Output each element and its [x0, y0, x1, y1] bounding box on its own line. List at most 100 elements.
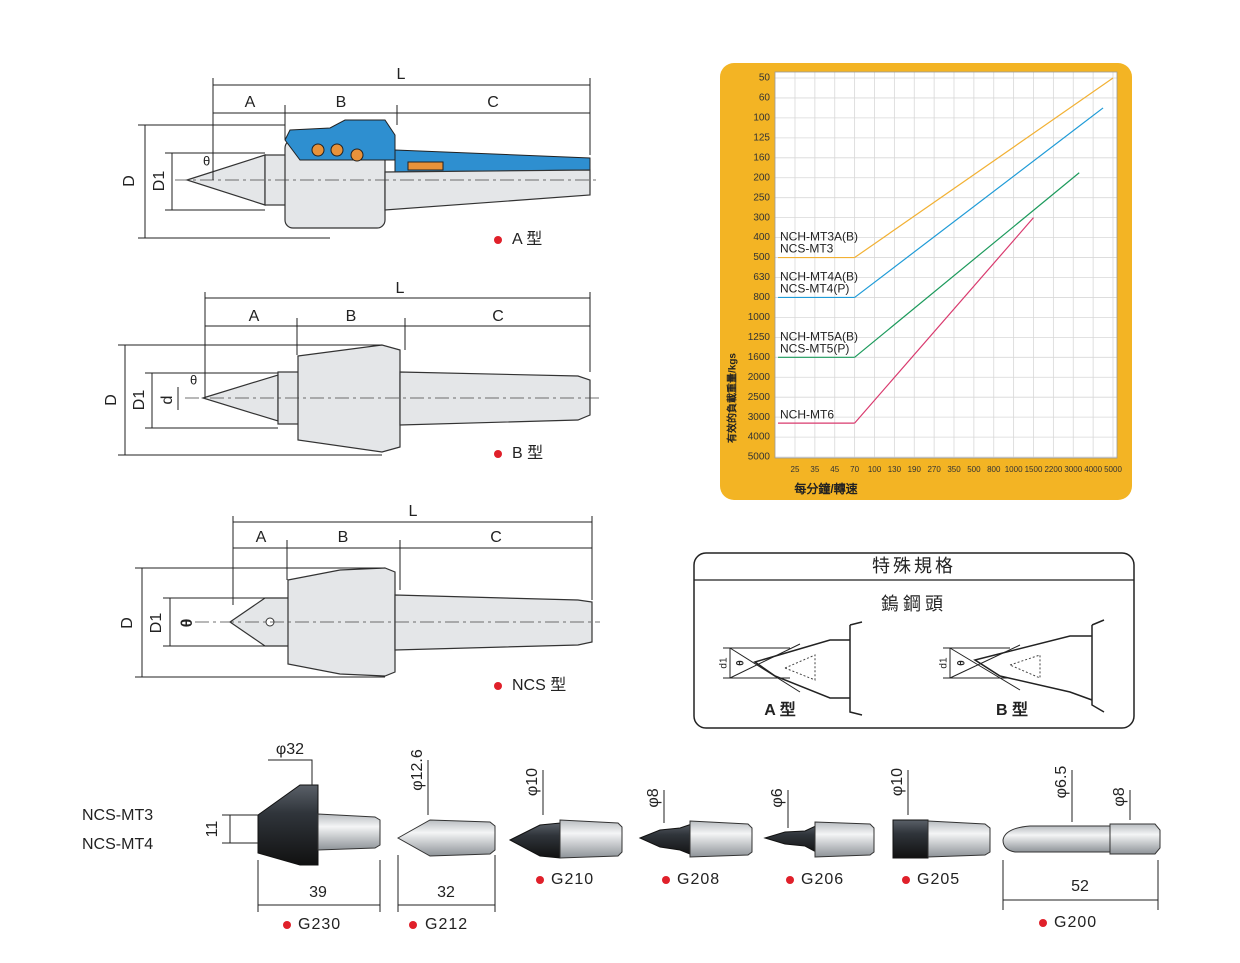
dim-label: d — [159, 396, 176, 405]
drawing-b: L A B C D D1 d θ B 型 — [103, 280, 600, 462]
dim-label: C — [487, 94, 499, 111]
x-tick-label: 190 — [908, 465, 922, 474]
load-chart: 有效的負載重量/kgs 每分鐘/轉速 50 60 100 125 160 200 250 30… — [720, 63, 1132, 500]
dim-label: θ — [203, 153, 210, 168]
legend-label: NCH-MT5A(B) — [780, 329, 858, 343]
tip-code: G205 — [917, 871, 960, 888]
model-label: NCS-MT3 — [82, 807, 153, 824]
tip-code: G212 — [425, 916, 468, 933]
plot-area — [775, 72, 1117, 458]
tip-code: G210 — [551, 871, 594, 888]
x-tick-label: 100 — [868, 465, 882, 474]
dim-label: A — [245, 94, 256, 111]
y-tick-label: 250 — [753, 192, 770, 203]
x-tick-label: 4000 — [1084, 465, 1102, 474]
drawing-label: B 型 — [512, 444, 543, 462]
tip-code: G208 — [677, 871, 720, 888]
dim-label: θ — [179, 619, 196, 628]
tips-row: NCS-MT3 NCS-MT4 φ32 11 39 G230 φ12.6 32 … — [82, 741, 1161, 933]
y-tick-label: 2500 — [748, 392, 771, 403]
y-tick-label: 4000 — [748, 432, 771, 443]
box-title: 特殊規格 — [872, 556, 956, 576]
box-label: B 型 — [996, 701, 1028, 719]
dim-label: θ — [736, 660, 747, 665]
dim-label: φ8 — [1111, 787, 1128, 806]
dim-label: B — [336, 94, 347, 111]
x-tick-label: 500 — [967, 465, 981, 474]
tip-code: G200 — [1054, 914, 1097, 931]
box-subtitle: 鎢鋼頭 — [881, 594, 947, 614]
x-tick-label: 25 — [791, 465, 800, 474]
legend-label: NCH-MT4A(B) — [780, 270, 858, 284]
y-tick-label: 2000 — [748, 372, 771, 383]
dim-label: D1 — [131, 390, 148, 411]
dim-label: φ8 — [645, 788, 662, 807]
dim-label: L — [396, 280, 405, 297]
bullet — [1039, 919, 1047, 927]
dim-label: D — [121, 175, 138, 187]
dim-label: L — [409, 503, 418, 520]
x-tick-label: 350 — [947, 465, 961, 474]
dim-label: φ10 — [524, 768, 541, 796]
dim-label: D1 — [151, 171, 168, 192]
dim-label: θ — [957, 660, 968, 665]
y-tick-label: 3000 — [748, 412, 771, 423]
series-line — [854, 172, 1080, 358]
drawing-label: NCS 型 — [512, 676, 566, 694]
bullet — [494, 236, 502, 244]
legend-label: NCS-MT4(P) — [780, 282, 849, 296]
tip-code: G206 — [801, 871, 844, 888]
bullet — [662, 876, 670, 884]
y-tick-label: 200 — [753, 172, 770, 183]
dim-label: 11 — [204, 821, 221, 838]
dim-label: B — [338, 529, 349, 546]
dim-label: φ6.5 — [1053, 766, 1070, 799]
y-tick-label: 400 — [753, 232, 770, 243]
y-tick-label: 5000 — [748, 452, 771, 463]
dim-label: C — [492, 308, 504, 325]
drawing-label: A 型 — [512, 230, 542, 248]
series-line — [854, 77, 1114, 259]
tip-code: G230 — [298, 916, 341, 933]
y-tick-label: 50 — [759, 73, 771, 84]
y-tick-label: 160 — [753, 152, 770, 163]
y-tick-label: 60 — [759, 93, 771, 104]
x-tick-label: 270 — [927, 465, 941, 474]
dim-label: 52 — [1071, 878, 1089, 895]
y-tick-label: 800 — [753, 292, 770, 303]
dim-label: d1 — [719, 657, 730, 669]
x-tick-label: 70 — [850, 465, 859, 474]
dim-label: φ10 — [889, 768, 906, 796]
bullet — [536, 876, 544, 884]
plot-border — [774, 71, 1118, 459]
x-tick-label: 800 — [987, 465, 1001, 474]
dim-label: D — [119, 617, 136, 629]
y-tick-label: 500 — [753, 252, 770, 263]
special-box: 特殊規格 鎢鋼頭 d1 θ d1 θ A 型 B 型 — [693, 552, 1135, 729]
legend-label: NCH-MT3A(B) — [780, 230, 858, 244]
bullet — [283, 921, 291, 929]
y-tick-label: 300 — [753, 212, 770, 223]
x-tick-label: 5000 — [1104, 465, 1122, 474]
dim-label: A — [256, 529, 267, 546]
dim-label: φ12.6 — [409, 749, 426, 791]
dim-label: A — [249, 308, 260, 325]
series-line — [854, 107, 1104, 298]
bullet — [494, 450, 502, 458]
dim-label: D1 — [148, 613, 165, 634]
x-tick-label: 45 — [830, 465, 839, 474]
x-tick-label: 130 — [888, 465, 902, 474]
model-label: NCS-MT4 — [82, 836, 153, 853]
box-label: A 型 — [764, 701, 795, 719]
drawing-ncs: L A B C D D1 θ NCS 型 — [119, 503, 600, 694]
y-tick-label: 100 — [753, 113, 770, 124]
dim-label: B — [346, 308, 357, 325]
legend-label: NCS-MT5(P) — [780, 341, 849, 355]
x-axis-title: 每分鐘/轉速 — [794, 481, 857, 496]
y-tick-label: 1000 — [748, 312, 771, 323]
dim-label: θ — [190, 372, 197, 387]
dim-label: C — [490, 529, 502, 546]
bullet — [902, 876, 910, 884]
y-tick-label: 1600 — [748, 352, 771, 363]
